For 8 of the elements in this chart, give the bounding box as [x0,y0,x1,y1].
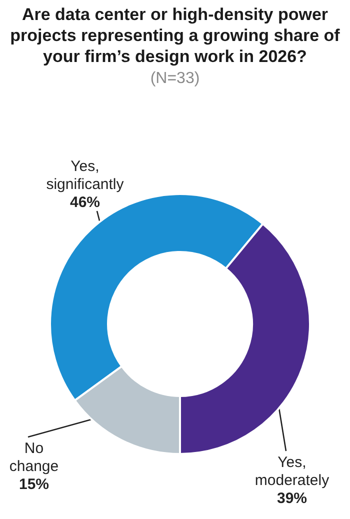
data-label: 39% [276,490,308,507]
chart-title: Are data center or high-density power projects representing a growing share of your firm’s design work in 2026? [9,4,341,67]
slice-label: No change [9,440,59,475]
chart-subtitle: (N=33) [149,69,201,89]
data-label: 15% [18,476,50,493]
slice-label: Yes, significantly [46,158,124,193]
slice-label: Yes, moderately [254,454,330,489]
data-label: 46% [70,194,100,211]
